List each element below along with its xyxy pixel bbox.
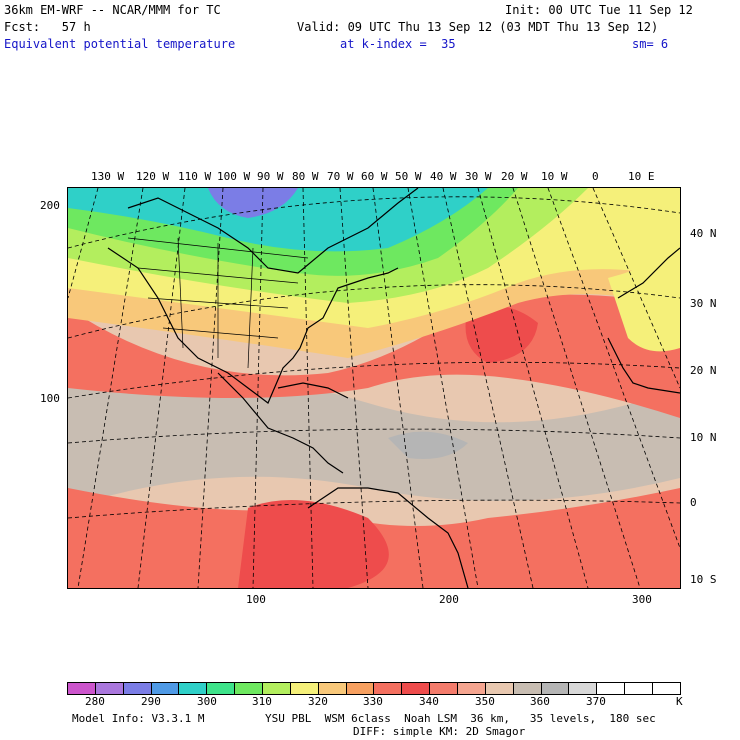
colorbar-label: 300 — [197, 695, 217, 708]
colorbar-swatch — [68, 683, 96, 694]
lon-label: 50 W — [395, 170, 422, 183]
lat-label: 20 N — [690, 364, 717, 377]
map-canvas — [68, 188, 680, 588]
colorbar-label: 360 — [530, 695, 550, 708]
colorbar-swatch — [569, 683, 598, 694]
colorbar-swatch — [513, 683, 542, 694]
state-borders — [127, 237, 309, 369]
field-name: Equivalent potential temperature — [4, 37, 236, 51]
x-grid-label: 300 — [632, 593, 652, 606]
colorbar-swatch — [597, 683, 626, 694]
x-grid-label: 100 — [246, 593, 266, 606]
model-info: Model Info: V3.3.1 M — [72, 712, 205, 725]
lat-label: 10 N — [690, 431, 717, 444]
colorbar-swatch — [458, 683, 486, 694]
colorbar-swatch — [151, 683, 180, 694]
colorbar-swatch — [485, 683, 514, 694]
colorbar-swatch — [263, 683, 291, 694]
level-label: at k-index = 35 — [340, 37, 456, 51]
forecast-hour: Fcst: 57 h — [4, 20, 91, 34]
colorbar-label: 280 — [85, 695, 105, 708]
colorbar-swatch — [374, 683, 403, 694]
lon-label: 80 W — [292, 170, 319, 183]
lon-label: 100 W — [217, 170, 251, 183]
diffusion-info: DIFF: simple KM: 2D Smagor — [353, 725, 526, 738]
colorbar-swatch — [346, 683, 375, 694]
colorbar-swatch — [625, 683, 654, 694]
smoothing-label: sm= 6 — [632, 37, 669, 51]
valid-time: Valid: 09 UTC Thu 13 Sep 12 (03 MDT Thu … — [297, 20, 659, 34]
lon-label: 120 W — [136, 170, 170, 183]
colorbar-swatch — [179, 683, 208, 694]
colorbar-unit: K — [676, 695, 683, 708]
colorbar-swatch — [318, 683, 347, 694]
lon-label: 10 E — [628, 170, 655, 183]
lon-label: 70 W — [327, 170, 354, 183]
physics-info: YSU PBL WSM 6class Noah LSM 36 km, 35 le… — [265, 712, 656, 725]
colorbar-swatch — [541, 683, 570, 694]
colorbar-swatch — [95, 683, 124, 694]
colorbar-label: 340 — [419, 695, 439, 708]
theta-e-map — [67, 187, 681, 589]
colorbar-swatch — [123, 683, 152, 694]
tropical-band — [68, 371, 680, 508]
y-grid-label: 100 — [40, 392, 60, 405]
colorbar-swatch — [235, 683, 264, 694]
graticule — [68, 188, 680, 588]
lon-label: 110 W — [178, 170, 212, 183]
lon-label: 0 — [592, 170, 599, 183]
lon-label: 10 W — [541, 170, 568, 183]
init-time: Init: 00 UTC Tue 11 Sep 12 — [505, 3, 693, 17]
colorbar-label: 350 — [475, 695, 495, 708]
colorbar-swatch — [207, 683, 236, 694]
lat-label: 40 N — [690, 227, 717, 240]
colorbar-label: 290 — [141, 695, 161, 708]
lat-label: 0 — [690, 496, 697, 509]
colorbar-swatch — [653, 683, 680, 694]
lat-label: 10 S — [690, 573, 717, 586]
colorbar-swatch — [402, 683, 431, 694]
colorbar-label: 310 — [252, 695, 272, 708]
colorbar-label: 370 — [586, 695, 606, 708]
lat-label: 30 N — [690, 297, 717, 310]
lon-label: 20 W — [501, 170, 528, 183]
colorbar-swatch — [290, 683, 319, 694]
coastlines — [107, 188, 680, 588]
model-title: 36km EM-WRF -- NCAR/MMM for TC — [4, 3, 221, 17]
colorbar-label: 330 — [363, 695, 383, 708]
lon-label: 130 W — [91, 170, 125, 183]
lon-label: 40 W — [430, 170, 457, 183]
y-grid-label: 200 — [40, 199, 60, 212]
lon-label: 60 W — [361, 170, 388, 183]
lon-label: 30 W — [465, 170, 492, 183]
colorbar-swatch — [430, 683, 459, 694]
colorbar-label: 320 — [308, 695, 328, 708]
x-grid-label: 200 — [439, 593, 459, 606]
colorbar — [67, 682, 681, 695]
lon-label: 90 W — [257, 170, 284, 183]
